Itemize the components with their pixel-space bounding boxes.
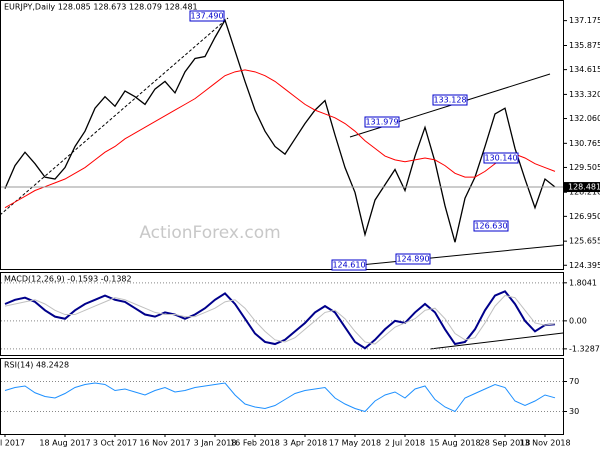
y-tick-label: -1.3287 <box>569 344 600 353</box>
annotation-box <box>331 259 367 271</box>
annotation-label: 124.890 <box>396 255 429 264</box>
y-tick-label: 124.395 <box>569 261 600 270</box>
x-tick-label: 3 Oct 2017 <box>93 439 137 448</box>
y-tick-label: 132.060 <box>569 114 600 123</box>
chart-title: EURJPY,Daily 128.085 128.673 128.079 128… <box>4 3 198 12</box>
x-tick-label: 28 Sep 2018 <box>480 439 531 448</box>
annotation-box <box>483 152 519 164</box>
x-tick-label: 3 Apr 2018 <box>283 439 327 448</box>
y-tick-label: 30 <box>569 407 579 416</box>
annotation-label: 130.140 <box>484 154 517 163</box>
y-tick-label: 126.950 <box>569 212 600 221</box>
rsi-panel <box>0 358 564 435</box>
price-panel <box>0 0 564 270</box>
watermark: ActionForex.com <box>139 223 280 243</box>
channel-line <box>349 244 564 267</box>
x-tick-label: 3 Jan 2018 <box>194 439 237 448</box>
series-line <box>4 382 556 413</box>
annotation-box <box>189 10 225 22</box>
y-tick-label: 1.8041 <box>569 278 597 287</box>
trend-line <box>0 17 229 216</box>
series-line <box>4 295 556 345</box>
macd-panel <box>0 272 564 356</box>
annotation-label: 124.610 <box>332 261 365 270</box>
x-tick-label: 16 Nov 2017 <box>139 439 190 448</box>
annotation-label: 137.490 <box>190 12 223 21</box>
rsi-title: RSI(14) 48.2428 <box>4 361 69 370</box>
x-tick-label: 5 Jul 2017 <box>0 439 25 448</box>
y-tick-label: 70 <box>569 377 579 386</box>
annotation-label: 133.128 <box>433 96 466 105</box>
y-tick-label: 125.655 <box>569 237 600 246</box>
macd-title: MACD(12,26,9) -0.1593 -0.1382 <box>4 275 132 284</box>
series-line <box>4 69 556 209</box>
series-line <box>4 18 556 243</box>
series-line <box>4 290 556 350</box>
annotation-box <box>473 220 509 232</box>
y-tick-label: 130.765 <box>569 139 600 148</box>
y-tick-label: 135.875 <box>569 41 600 50</box>
y-tick-label: 134.615 <box>569 65 600 74</box>
price-tag-label: 128.481 <box>568 183 600 192</box>
x-tick-label: 2 Jul 2018 <box>385 439 425 448</box>
annotation-box <box>395 253 431 265</box>
y-tick-label: 128.210 <box>569 188 600 197</box>
annotation-label: 126.630 <box>474 222 507 231</box>
y-tick-label: 129.505 <box>569 163 600 172</box>
y-tick-label: 0.00 <box>569 316 587 325</box>
annotation-label: 131.979 <box>365 118 398 127</box>
x-tick-label: 16 Feb 2018 <box>230 439 280 448</box>
macd-trend-line <box>429 332 564 350</box>
x-tick-label: 17 May 2018 <box>329 439 381 448</box>
y-tick-label: 133.320 <box>569 90 600 99</box>
price-tag <box>564 182 600 193</box>
x-tick-label: 18 Aug 2017 <box>39 439 90 448</box>
annotation-box <box>432 94 468 106</box>
annotation-box <box>364 116 400 128</box>
x-tick-label: 13 Nov 2018 <box>519 439 570 448</box>
y-tick-label: 137.175 <box>569 16 600 25</box>
x-tick-label: 15 Aug 2018 <box>429 439 480 448</box>
